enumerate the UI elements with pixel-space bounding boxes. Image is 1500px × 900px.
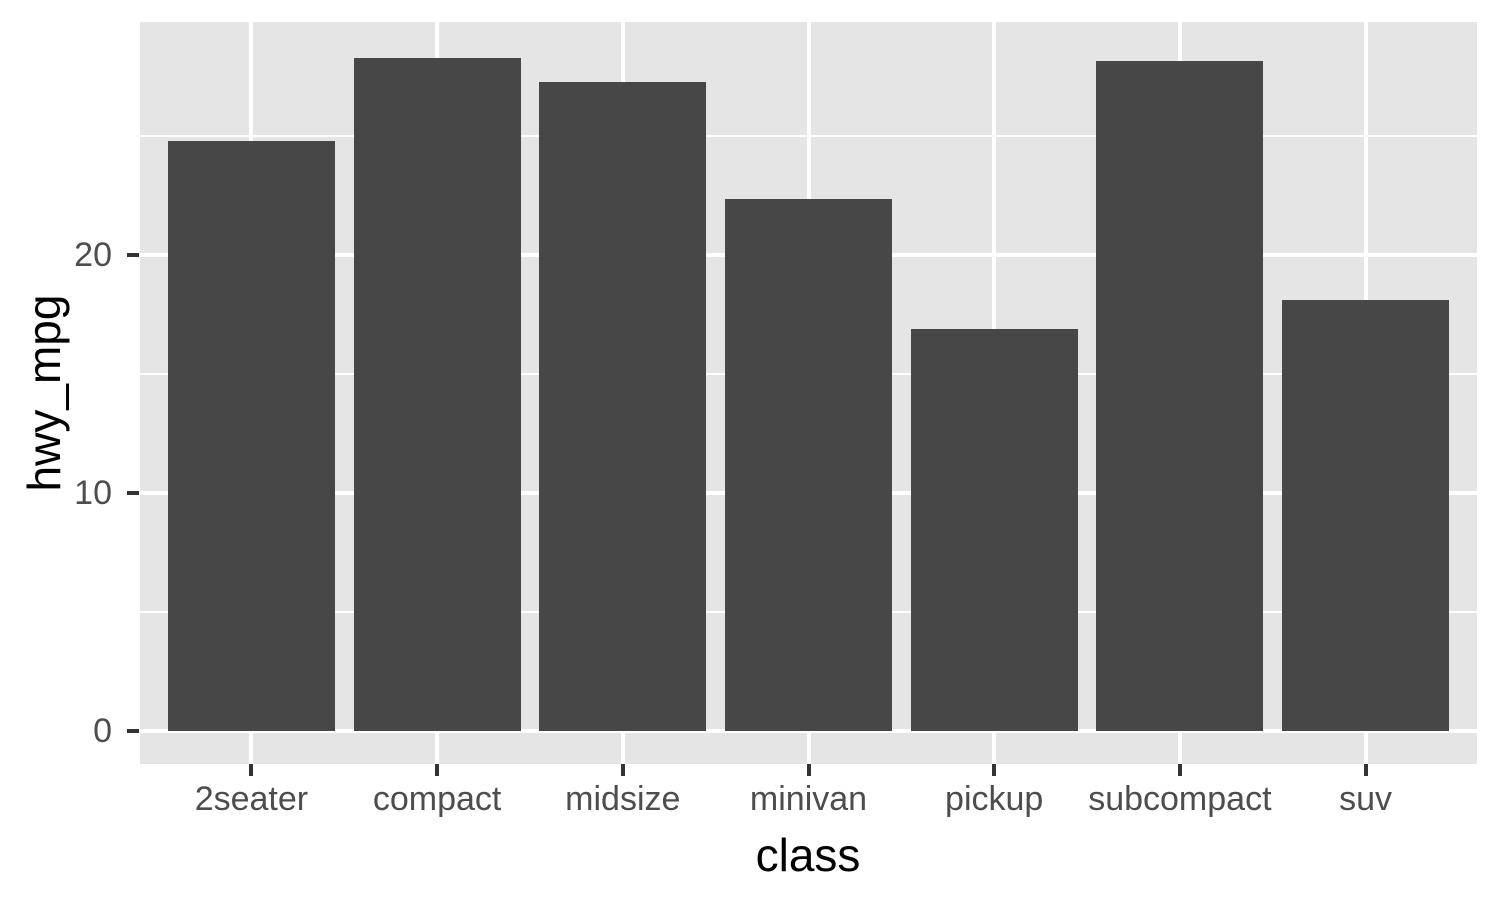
x-tick-label: midsize <box>565 780 681 818</box>
x-tick-mark <box>620 764 625 776</box>
x-tick-mark <box>1363 764 1368 776</box>
x-tick-mark <box>992 764 997 776</box>
major-gridline <box>140 728 1477 733</box>
x-tick-mark <box>1177 764 1182 776</box>
x-tick-label: pickup <box>945 780 1044 818</box>
minor-gridline <box>140 134 1477 138</box>
x-tick-mark <box>806 764 811 776</box>
x-tick-label: subcompact <box>1088 780 1272 818</box>
bar-suv <box>1282 299 1450 731</box>
x-tick-mark <box>249 764 254 776</box>
plot-panel <box>140 22 1477 764</box>
bar-2seater <box>167 140 335 731</box>
y-tick-label: 20 <box>74 236 112 275</box>
bar-minivan <box>724 198 893 731</box>
bar-compact <box>353 57 521 731</box>
y-tick-mark <box>127 253 139 258</box>
x-tick-label: compact <box>372 780 502 818</box>
x-tick-label: 2seater <box>194 780 309 818</box>
y-tick-mark <box>127 490 139 495</box>
y-axis-title: hwy_mpg <box>18 294 70 492</box>
y-tick-label: 0 <box>93 711 112 750</box>
y-tick-label: 10 <box>74 473 112 512</box>
x-axis-title: class <box>755 829 861 881</box>
x-tick-label: suv <box>1339 780 1393 818</box>
x-tick-label: minivan <box>749 780 868 818</box>
bar-midsize <box>539 81 707 731</box>
x-tick-mark <box>435 764 440 776</box>
bar-pickup <box>910 329 1078 731</box>
y-tick-mark <box>127 728 139 733</box>
bar-subcompact <box>1096 61 1264 731</box>
